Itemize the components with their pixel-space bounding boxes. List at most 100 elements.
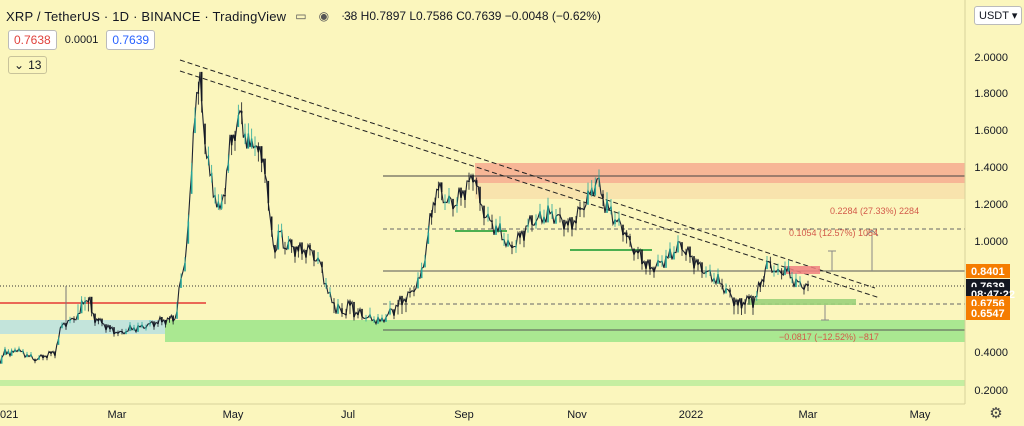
candle-body (137, 325, 139, 332)
candle-body (84, 301, 86, 304)
candle-body (194, 118, 196, 134)
candle-body (669, 248, 671, 258)
candle-body (87, 300, 90, 302)
candle-body (290, 239, 293, 247)
candle-body (677, 241, 679, 253)
candle-body (563, 219, 565, 230)
candle-body (507, 240, 509, 247)
candle-body (610, 206, 612, 210)
candle-body (555, 216, 557, 224)
buy-button[interactable]: 0.7639 (106, 30, 156, 50)
candle-body (759, 282, 762, 287)
price-tick: 1.2000 (974, 199, 1008, 211)
candle-body (34, 359, 36, 361)
candle-body (733, 297, 735, 306)
candle-body (539, 211, 541, 218)
price-axis[interactable] (965, 0, 1024, 404)
candle-body (464, 190, 466, 200)
time-tick: Sep (454, 409, 474, 421)
candle-body (97, 318, 100, 322)
candle-body (729, 289, 731, 293)
time-axis-ticks[interactable]: 021 Mar May Jul Sep Nov 2022 Mar May (0, 409, 931, 421)
time-tick: 2022 (679, 409, 703, 421)
candle-body (305, 249, 307, 258)
candle-body (220, 202, 223, 209)
price-tag-box (966, 264, 1010, 278)
candle-body (602, 193, 604, 199)
candle-body (361, 308, 363, 317)
more-icon[interactable]: ⋯ (341, 9, 354, 23)
candle-body (427, 232, 430, 244)
candle-body (807, 283, 809, 286)
currency-label: USDT (979, 10, 1009, 22)
time-tick: May (910, 409, 931, 421)
candle-body (673, 252, 675, 260)
candle-body (50, 351, 52, 354)
candle-body (405, 299, 407, 303)
candle-body (65, 323, 67, 327)
candle-body (101, 318, 103, 324)
candle-body (14, 349, 16, 353)
time-tick: Nov (567, 409, 587, 421)
bottom-zone (0, 380, 965, 386)
candle-body (472, 175, 474, 183)
collapse-icon[interactable]: ▭ (295, 9, 307, 23)
candle-body (397, 305, 399, 307)
trend-line-upper[interactable] (179, 59, 876, 289)
candle-body (515, 246, 517, 248)
candle-body (606, 200, 608, 213)
candle-body (622, 224, 624, 235)
candle-body (618, 218, 620, 222)
candle-body (483, 205, 485, 218)
candle-body (214, 195, 216, 198)
candle-body (357, 312, 359, 315)
trade-box: 0.7638 0.0001 0.7639 (8, 30, 156, 50)
candle-body (145, 327, 147, 329)
candle-body (641, 249, 643, 264)
candle-body (689, 246, 691, 257)
candle-body (637, 250, 639, 254)
candle-body (125, 331, 127, 334)
candle-body (297, 246, 300, 252)
support-zone (165, 320, 965, 342)
candle-body (69, 320, 71, 322)
candle-body (0, 357, 3, 364)
candle-body (187, 221, 190, 244)
candle-body (598, 178, 600, 180)
candle-body (157, 322, 159, 324)
symbol-title[interactable]: XRP / TetherUS · 1D · BINANCE · TradingV… (6, 8, 287, 24)
eye-icon[interactable]: ◉ (318, 9, 330, 23)
chevron-down-icon: ▾ (1011, 10, 1018, 22)
currency-select[interactable]: USDT ▾ (974, 6, 1023, 25)
short-position-zone[interactable] (785, 266, 820, 274)
candle-body (247, 133, 250, 149)
candle-body (377, 317, 379, 324)
candle-body (769, 261, 772, 263)
candle-body (109, 325, 111, 330)
price-series (0, 71, 809, 364)
ohlc-readout: 38 H0.7897 L0.7586 C0.7639 −0.0048 (−0.6… (344, 9, 601, 23)
candle-body (161, 316, 163, 323)
candle-body (448, 195, 450, 203)
trend-line-lower[interactable] (179, 70, 881, 299)
long-position-zone[interactable] (748, 299, 856, 305)
candle-body (317, 257, 319, 262)
level-label-1: 0.2284 (27.33%) 2284 (830, 206, 919, 216)
resistance-zone-faint (475, 183, 965, 199)
candle-body (575, 220, 577, 224)
candle-body (452, 198, 454, 209)
candle-body (479, 186, 481, 204)
gear-icon[interactable]: ⚙ (989, 405, 1003, 422)
candle-body (456, 204, 458, 206)
time-tick: Jul (341, 409, 355, 421)
candle-body (766, 261, 768, 270)
indicator-toggle[interactable]: ⌄ 13 (8, 56, 48, 74)
candle-body (583, 208, 585, 210)
time-tick: 021 (0, 409, 18, 421)
candle-body (499, 223, 501, 232)
sell-button[interactable]: 0.7638 (8, 30, 57, 50)
candle-body (440, 182, 443, 193)
time-tick: Mar (799, 409, 818, 421)
